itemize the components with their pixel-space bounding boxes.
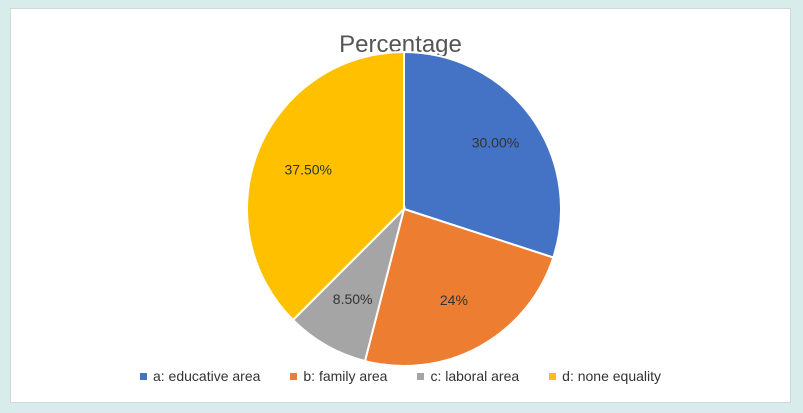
- pie-slice-b: [363, 207, 555, 367]
- slice-label-b: 24%: [440, 292, 468, 308]
- legend-item-b: b: family area: [290, 368, 387, 384]
- slice-label-d: 37.50%: [285, 161, 332, 177]
- pie-chart: 30.00% 24% 8.50% 37.50%: [246, 50, 562, 367]
- legend-label: a: educative area: [152, 368, 261, 384]
- pie-slice-a: [403, 50, 562, 259]
- legend-label: c: laboral area: [430, 368, 520, 384]
- chart-legend: a: educative area b: family area c: labora…: [11, 368, 790, 384]
- legend-label: b: family area: [303, 368, 388, 384]
- legend-swatch: [549, 372, 557, 380]
- chart-area: Percentage 30.00% 24% 8.50% 37.50% a: educa…: [10, 8, 791, 403]
- legend-swatch: [139, 372, 147, 380]
- legend-swatch: [290, 372, 298, 380]
- pie-slice-d: [246, 50, 405, 322]
- legend-swatch: [417, 372, 425, 380]
- legend-item-c: c: laboral area: [417, 368, 519, 384]
- slice-label-a: 30.00%: [472, 135, 519, 151]
- slice-label-c: 8.50%: [333, 291, 373, 307]
- pie-slice-c: [291, 205, 406, 363]
- legend-label: d: none equality: [562, 368, 662, 384]
- legend-item-a: a: educative area: [139, 368, 261, 384]
- legend-item-d: d: none equality: [549, 368, 661, 384]
